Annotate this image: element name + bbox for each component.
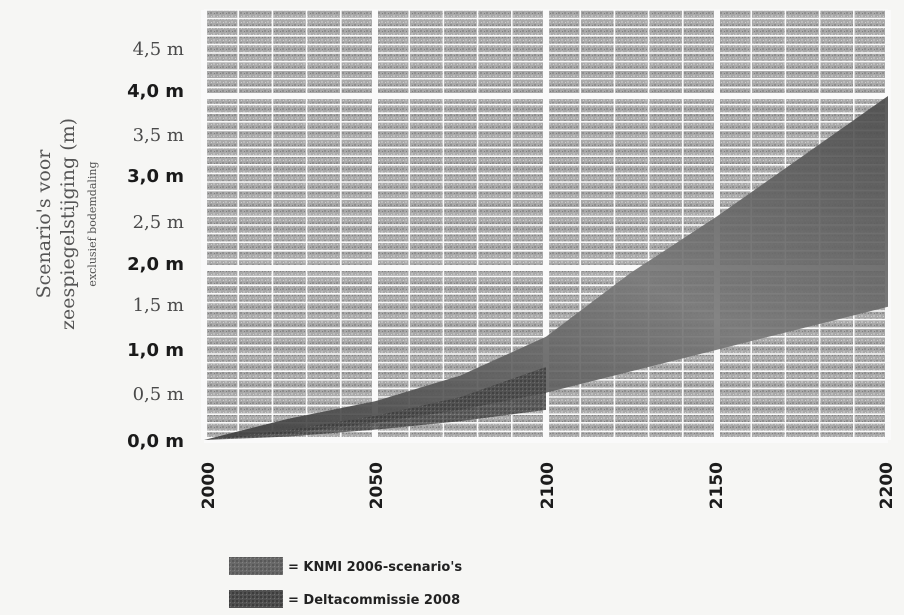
y-tick-label: 1,5 m: [133, 295, 184, 316]
x-tick-label: 2150: [707, 462, 727, 509]
y-tick-label: 1,0 m: [127, 340, 184, 361]
y-axis-label-line1: Scenario's voor: [33, 149, 55, 299]
x-tick-label: 2000: [199, 462, 219, 509]
legend-swatch-delta: [229, 590, 283, 608]
y-tick-labels: 0,0 m 0,5 m 1,0 m 1,5 m 2,0 m 2,5 m 3,0 …: [127, 39, 184, 452]
y-axis-label-line3: exclusief bodemdaling: [86, 161, 99, 286]
x-tick-labels: 2000 2050 2100 2150 2200: [199, 462, 897, 509]
area-knmi-2006: [204, 366, 546, 440]
y-tick-label: 3,0 m: [127, 166, 184, 187]
y-tick-label: 2,0 m: [127, 254, 184, 275]
y-axis-label: Scenario's voor zeespiegelstijging (m) e…: [33, 118, 99, 330]
y-tick-label: 0,0 m: [127, 431, 184, 452]
legend-swatch-knmi: [229, 557, 283, 575]
y-axis-label-line2: zeespiegelstijging (m): [57, 118, 79, 330]
data-areas: [204, 96, 888, 440]
x-tick-label: 2200: [877, 462, 897, 509]
y-tick-label: 0,5 m: [133, 384, 184, 405]
y-tick-label: 4,5 m: [133, 39, 184, 60]
y-tick-label: 4,0 m: [127, 81, 184, 102]
y-tick-label: 3,5 m: [133, 125, 184, 146]
legend-label-delta: = Deltacommissie 2008: [288, 593, 460, 608]
x-tick-label: 2050: [367, 462, 387, 509]
legend-label-knmi: = KNMI 2006-scenario's: [288, 560, 462, 575]
x-tick-label: 2100: [538, 462, 558, 509]
y-tick-label: 2,5 m: [133, 212, 184, 233]
legend: = KNMI 2006-scenario's = Deltacommissie …: [229, 557, 462, 608]
